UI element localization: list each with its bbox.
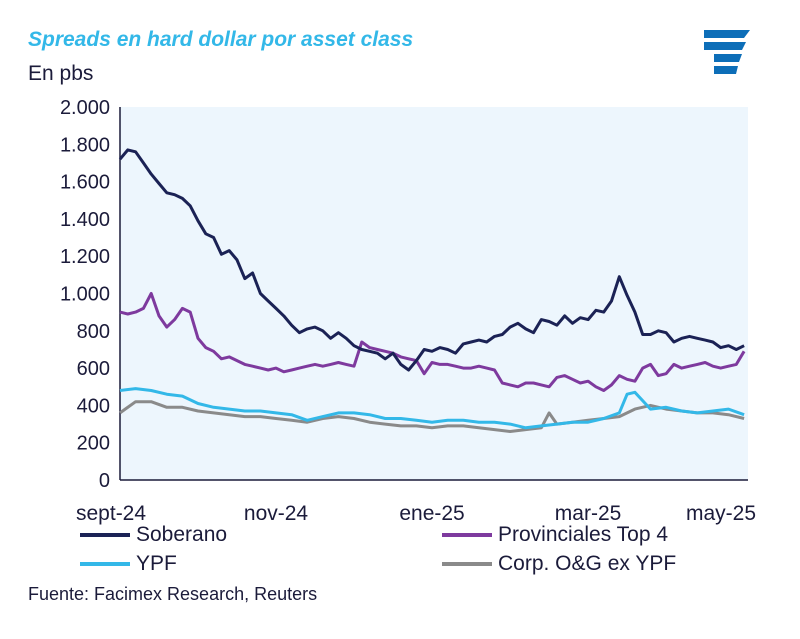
legend-swatch-corp-og — [442, 562, 492, 566]
x-tick-label: sept-24 — [76, 502, 146, 525]
plot-area — [120, 107, 748, 480]
y-tick-label: 600 — [77, 358, 110, 380]
y-tick-label: 0 — [99, 470, 110, 492]
x-tick-label: mar-25 — [555, 502, 622, 525]
series-lines — [118, 148, 746, 433]
x-axis: sept-24 nov-24 ene-25 mar-25 may-25 — [76, 479, 756, 525]
y-tick-label: 800 — [77, 321, 110, 343]
x-tick-label: ene-25 — [399, 502, 464, 525]
y-tick-label: 400 — [77, 395, 110, 417]
legend-item-soberano: Soberano — [80, 523, 227, 547]
legend-item-provinciales: Provinciales Top 4 — [442, 523, 668, 547]
y-tick-label: 2.000 — [60, 97, 110, 119]
y-tick-label: 1.000 — [60, 284, 110, 306]
legend-swatch-soberano — [80, 533, 130, 537]
y-tick-label: 1.600 — [60, 172, 110, 194]
series-line-provinciales-top-4 — [119, 292, 746, 392]
legend-swatch-ypf — [80, 562, 130, 566]
y-tick-label: 1.800 — [60, 134, 110, 156]
legend-item-corp-og: Corp. O&G ex YPF — [442, 552, 676, 576]
y-tick-label: 1.400 — [60, 209, 110, 231]
series-line-corp-o-g-ex-ypf — [119, 400, 745, 433]
legend-label-ypf: YPF — [136, 552, 177, 575]
x-tick-label: may-25 — [686, 502, 756, 525]
series-line-soberano — [118, 148, 745, 372]
legend-label-soberano: Soberano — [136, 523, 228, 546]
facimex-logo-icon — [704, 30, 750, 74]
y-axis: 0 200 400 600 800 1.000 1.200 1.400 1.600 1.800 2.… — [60, 97, 121, 492]
y-tick-label: 1.200 — [60, 246, 110, 268]
legend-label-provinciales: Provinciales Top 4 — [498, 523, 669, 546]
y-axis-unit-label: En pbs — [28, 62, 94, 85]
legend-label-corp-og: Corp. O&G ex YPF — [498, 552, 677, 575]
legend-swatch-provinciales — [442, 533, 492, 537]
source-note: Fuente: Facimex Research, Reuters — [28, 584, 318, 604]
legend-item-ypf: YPF — [80, 552, 177, 576]
chart-title: Spreads en hard dollar por asset class — [28, 28, 414, 51]
x-tick-label: nov-24 — [244, 502, 309, 525]
series-line-ypf — [119, 387, 745, 430]
y-tick-label: 200 — [77, 433, 110, 455]
